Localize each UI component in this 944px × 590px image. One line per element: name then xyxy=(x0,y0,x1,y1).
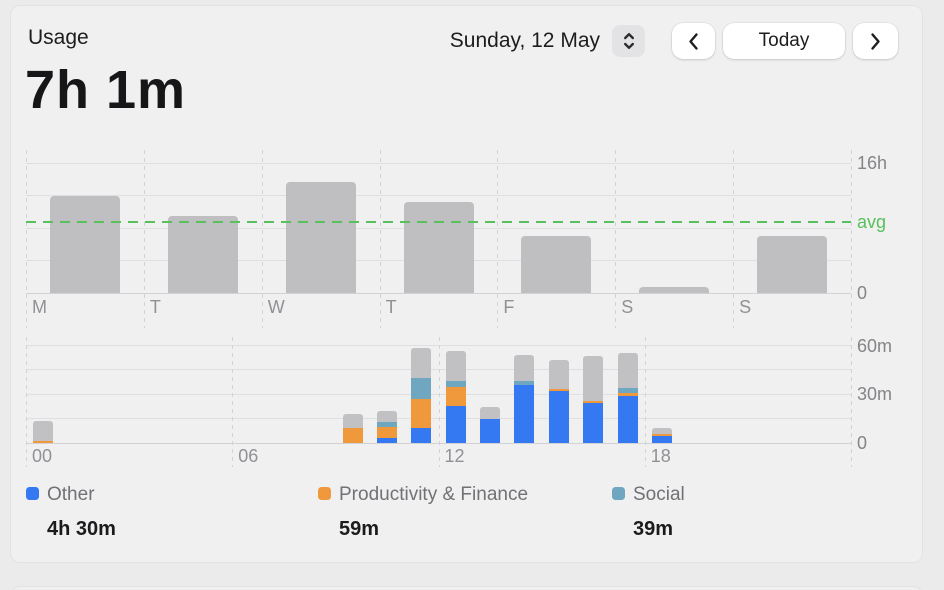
weekly-axis-avg-label: avg xyxy=(857,212,887,232)
hourly-axis-mid-label: 30m xyxy=(857,384,893,404)
legend-label: Productivity & Finance xyxy=(339,484,529,505)
next-section-card-partial xyxy=(10,586,923,590)
hourly-bar-segment-remainder xyxy=(480,407,501,420)
hourly-bar-segment-productivity xyxy=(445,387,466,407)
hourly-bar-segment-productivity xyxy=(376,426,397,439)
next-day-button[interactable] xyxy=(853,23,898,59)
hourly-divider xyxy=(26,337,27,467)
total-usage-value: 7h 1m xyxy=(25,60,187,120)
average-usage-line xyxy=(26,221,851,224)
chevron-left-icon xyxy=(687,32,700,51)
hourly-bar-segment-social xyxy=(445,380,466,388)
hourly-bar-segment-other xyxy=(514,385,535,443)
weekly-usage-bar[interactable] xyxy=(521,236,592,293)
weekly-usage-bar[interactable] xyxy=(49,196,120,293)
weekly-day-label: S xyxy=(621,297,634,317)
hourly-divider xyxy=(438,337,440,467)
weekly-usage-bar[interactable] xyxy=(403,202,474,293)
chevron-right-icon xyxy=(869,32,882,51)
weekly-usage-bar[interactable] xyxy=(167,215,238,293)
weekly-day-label: S xyxy=(739,297,752,317)
hourly-bar-segment-other xyxy=(445,406,466,443)
legend-label: Other xyxy=(47,484,95,505)
weekly-day-label: F xyxy=(503,297,515,317)
hourly-bar-segment-other xyxy=(583,402,604,443)
weekly-day-divider xyxy=(379,150,381,328)
hourly-bar-segment-other xyxy=(480,419,501,443)
legend-value: 59m xyxy=(339,518,380,540)
legend-value: 39m xyxy=(633,518,674,540)
hourly-tick-label: 12 xyxy=(444,446,465,466)
hourly-bar-segment-other xyxy=(411,428,432,443)
weekly-usage-bar[interactable] xyxy=(639,287,710,293)
previous-day-button[interactable] xyxy=(672,23,715,59)
weekly-day-divider xyxy=(497,150,499,328)
hourly-divider xyxy=(851,337,852,467)
hourly-tick-label: 06 xyxy=(238,446,259,466)
weekly-day-divider xyxy=(143,150,145,328)
weekly-day-divider xyxy=(851,150,852,328)
hourly-bar-segment-social xyxy=(411,377,432,399)
legend-swatch-other xyxy=(26,487,39,500)
legend-swatch-social xyxy=(612,487,625,500)
weekly-day-label: W xyxy=(267,297,285,317)
hourly-bar-segment-remainder xyxy=(411,348,432,378)
weekly-gridline xyxy=(26,195,851,196)
hourly-bar-segment-other xyxy=(376,438,397,443)
weekly-usage-bar[interactable] xyxy=(757,236,828,293)
weekly-usage-bar[interactable] xyxy=(285,181,356,293)
hourly-tick-label: 00 xyxy=(32,446,53,466)
weekly-gridline xyxy=(26,292,851,294)
date-picker-label[interactable]: Sunday, 12 May xyxy=(449,29,600,52)
weekly-day-label: T xyxy=(385,297,397,317)
hourly-bar-segment-other xyxy=(548,390,569,443)
hourly-bar-segment-remainder xyxy=(548,359,569,390)
weekly-day-divider xyxy=(733,150,735,328)
hourly-axis-zero-label: 0 xyxy=(857,433,868,453)
weekly-day-divider xyxy=(615,150,617,328)
hourly-bar-segment-productivity xyxy=(617,393,638,397)
weekly-day-label: M xyxy=(32,297,47,317)
hourly-tick-label: 18 xyxy=(650,446,671,466)
legend-label: Social xyxy=(633,484,685,505)
legend-swatch-productivity-finance xyxy=(318,487,331,500)
hourly-bar-segment-productivity xyxy=(548,389,569,391)
weekly-axis-max-label: 16h xyxy=(857,153,888,173)
hourly-bar-segment-productivity xyxy=(342,428,363,443)
hourly-bar-segment-remainder xyxy=(583,356,604,402)
hourly-bar-segment-other xyxy=(651,436,672,443)
hourly-bar-segment-remainder xyxy=(445,350,466,381)
hourly-bar-segment-productivity xyxy=(583,401,604,403)
hourly-bar-segment-other xyxy=(617,396,638,443)
legend-value: 4h 30m xyxy=(47,518,116,540)
hourly-bar-segment-remainder xyxy=(33,420,54,442)
weekly-day-divider xyxy=(261,150,263,328)
weekly-axis-zero-label: 0 xyxy=(857,283,868,303)
hourly-bar-segment-social xyxy=(617,388,638,394)
hourly-bar-segment-social xyxy=(376,421,397,427)
chevron-up-down-icon xyxy=(622,30,636,52)
today-button[interactable]: Today xyxy=(723,23,845,59)
hourly-bar-segment-remainder xyxy=(651,428,672,434)
page-title: Usage xyxy=(28,26,89,49)
hourly-divider xyxy=(232,337,234,467)
hourly-bar-segment-remainder xyxy=(376,411,397,422)
hourly-divider xyxy=(644,337,646,467)
hourly-bar-segment-productivity xyxy=(651,434,672,437)
weekly-gridline xyxy=(26,162,851,164)
hourly-bar-segment-productivity xyxy=(411,398,432,429)
hourly-bar-segment-productivity xyxy=(33,441,54,443)
hourly-bar-segment-remainder xyxy=(342,413,363,429)
weekly-day-divider xyxy=(26,150,27,328)
hourly-bar-segment-social xyxy=(514,380,535,385)
hourly-axis-max-label: 60m xyxy=(857,336,893,356)
weekly-day-label: T xyxy=(149,297,161,317)
date-stepper-button[interactable] xyxy=(612,25,645,57)
hourly-bar-segment-remainder xyxy=(617,353,638,389)
hourly-bar-segment-remainder xyxy=(514,354,535,381)
